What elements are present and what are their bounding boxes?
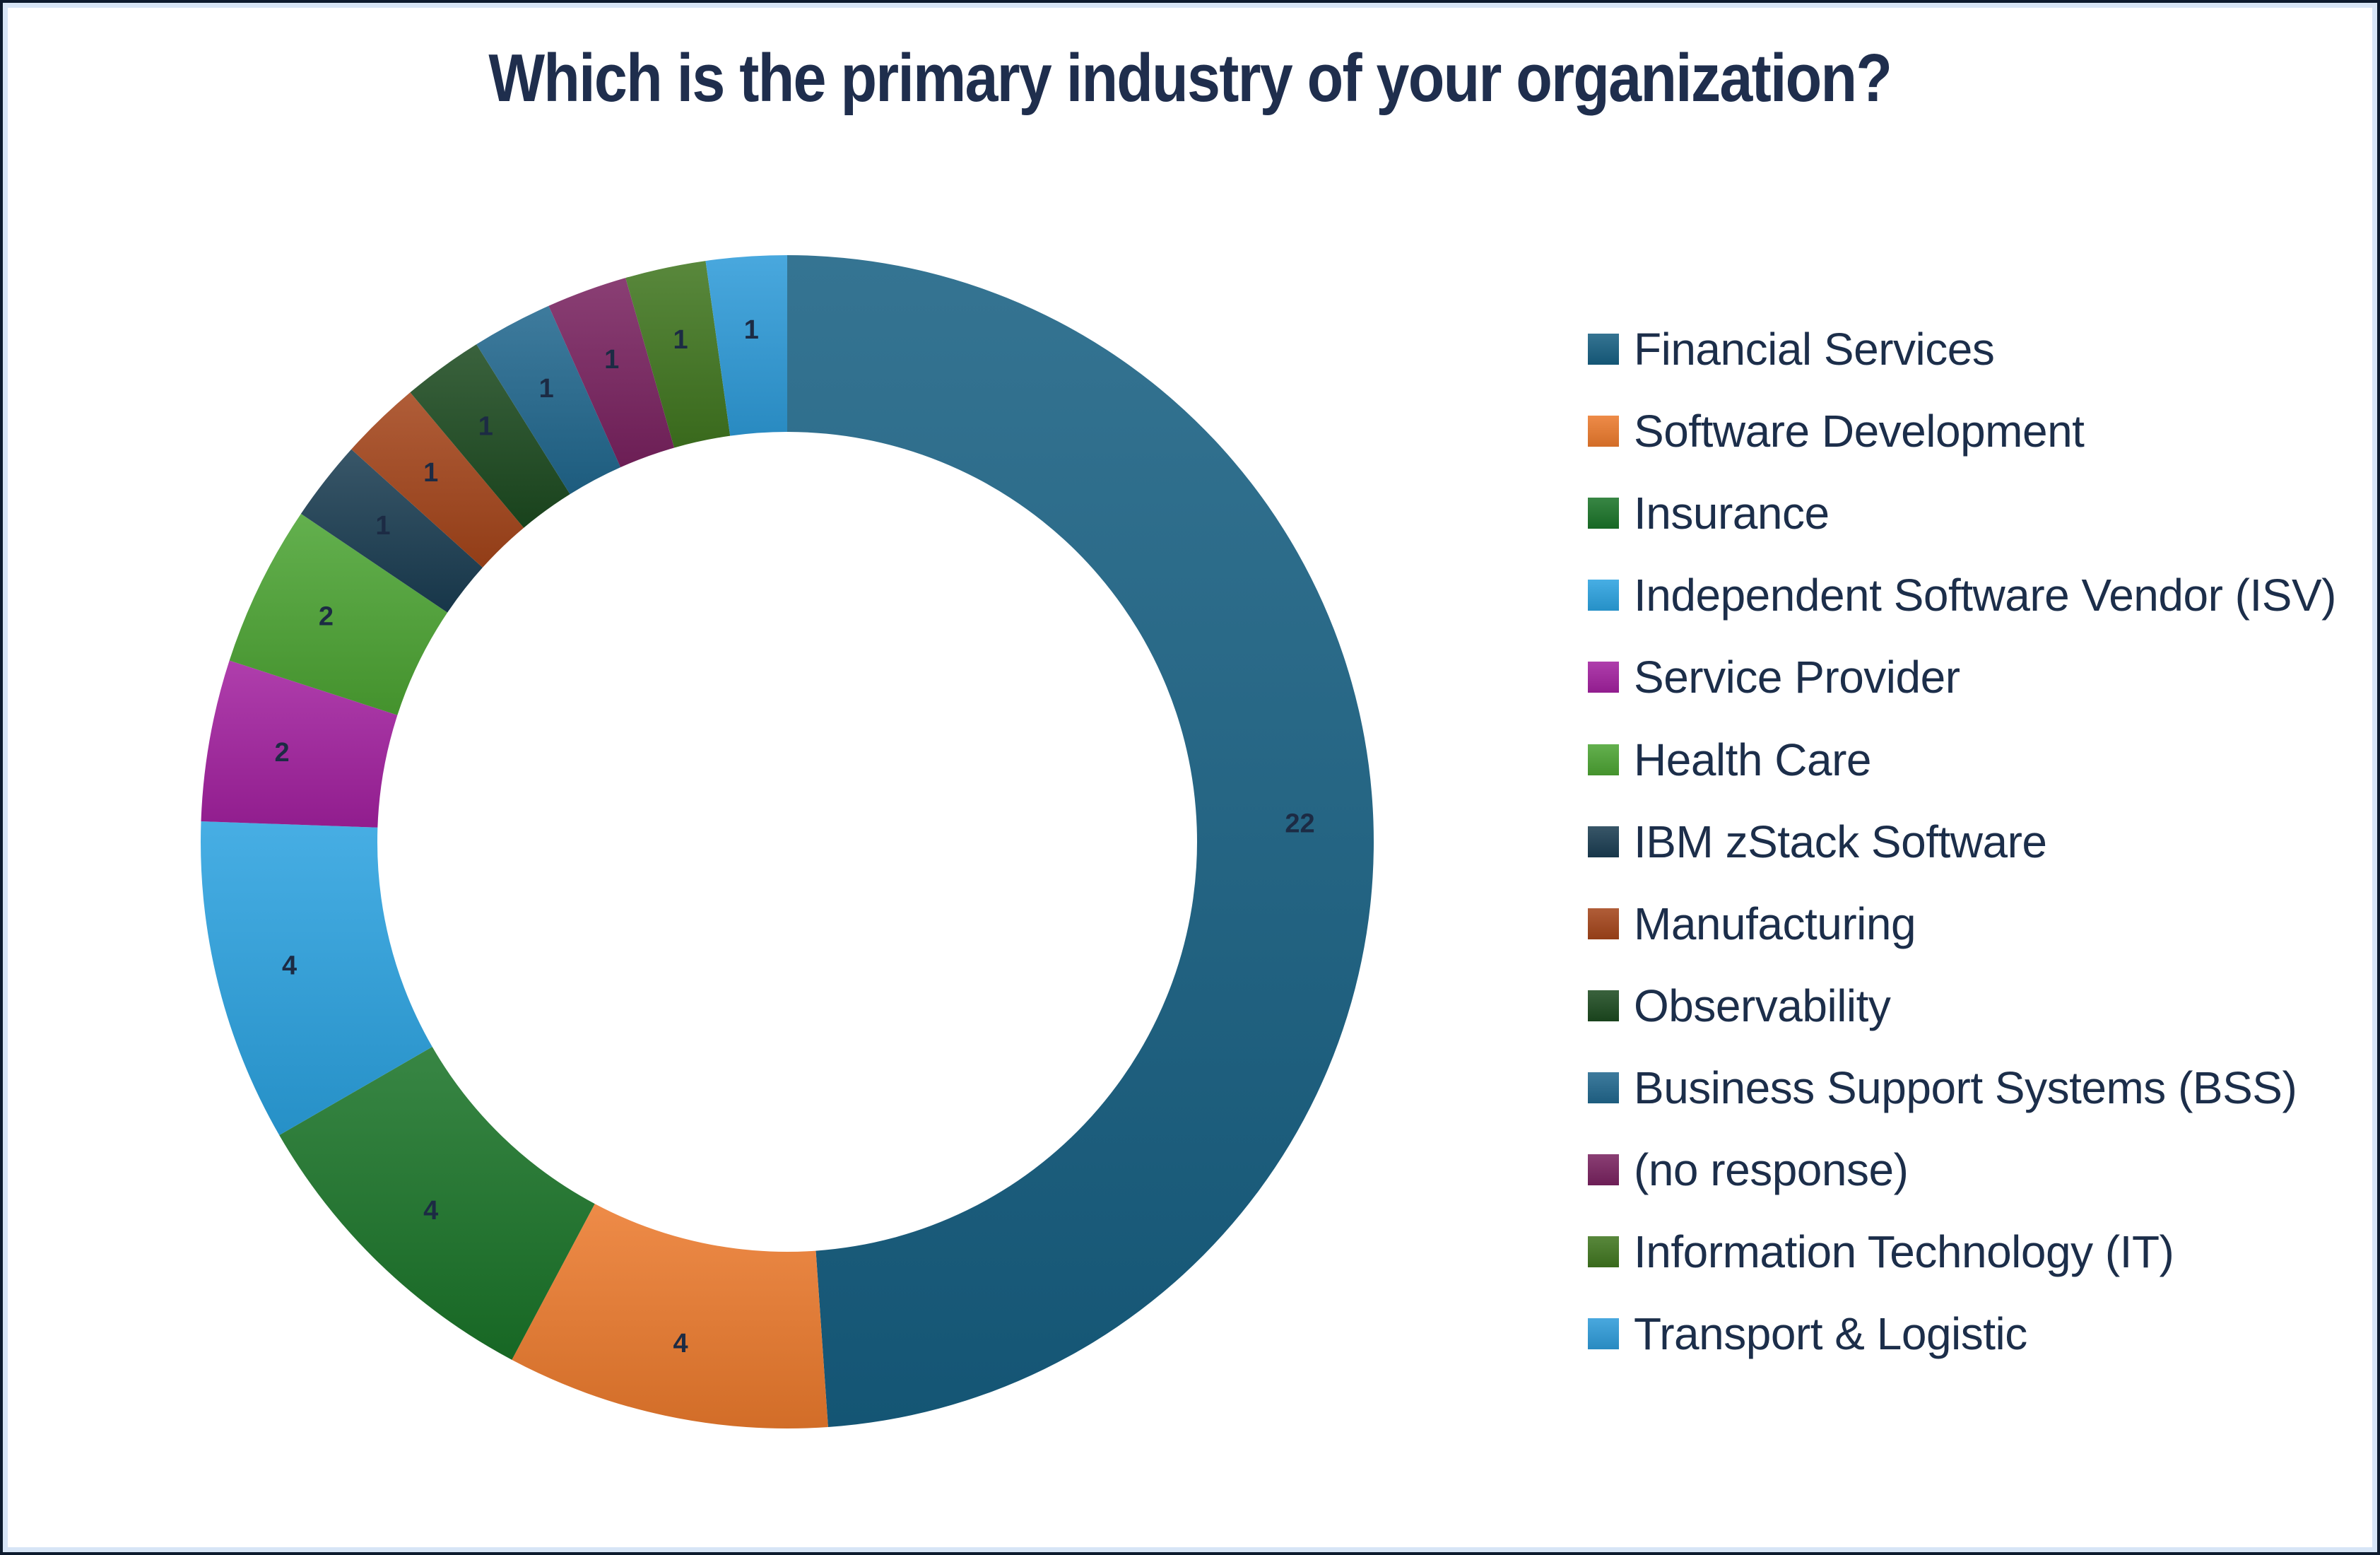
slice-financial-services [787,255,1374,1427]
legend-label-software-development: Software Development [1634,406,2085,457]
legend-swatch-independent-software-vendor-isv [1588,580,1619,611]
legend-label-ibm-zstack-software: IBM zStack Software [1634,816,2047,867]
legend-item-transport-logistic: Transport & Logistic [1588,1293,2336,1375]
slice-label-information-technology-it: 1 [673,325,688,355]
legend-swatch-observability [1588,990,1619,1021]
slice-health-care [229,513,448,715]
slice-label-no-response: 1 [604,345,619,375]
legend-swatch-manufacturing [1588,908,1619,939]
slice-label-manufacturing: 1 [423,458,438,488]
slice-software-development [512,1204,828,1428]
legend: Financial Services Software Development In… [1588,308,2336,1375]
slice-label-service-provider: 2 [274,738,289,768]
legend-swatch-insurance [1588,498,1619,529]
chart-title-text: Which is the primary industry of your or… [488,40,1893,116]
legend-item-manufacturing: Manufacturing [1588,883,2336,965]
slice-label-business-support-systems-bss: 1 [539,374,554,404]
legend-item-software-development: Software Development [1588,390,2336,472]
slice-label-financial-services: 22 [1285,809,1314,839]
chart-title: Which is the primary industry of your or… [3,40,2377,117]
legend-label-transport-logistic: Transport & Logistic [1634,1308,2027,1360]
legend-label-financial-services: Financial Services [1634,324,1995,375]
legend-label-insurance: Insurance [1634,488,1830,539]
legend-swatch-health-care [1588,744,1619,775]
legend-item-ibm-zstack-software: IBM zStack Software [1588,801,2336,883]
slice-observability [410,344,570,528]
slice-business-support-systems-bss [476,305,621,495]
slice-label-health-care: 2 [319,602,334,632]
legend-item-no-response: (no response) [1588,1129,2336,1211]
legend-swatch-ibm-zstack-software [1588,826,1619,857]
legend-label-information-technology-it: Information Technology (IT) [1634,1226,2174,1278]
slice-label-insurance: 4 [423,1196,438,1226]
legend-label-service-provider: Service Provider [1634,652,1960,703]
legend-swatch-transport-logistic [1588,1318,1619,1350]
slice-label-independent-software-vendor-isv: 4 [282,951,297,981]
legend-item-health-care: Health Care [1588,718,2336,800]
slice-ibm-zstack-software [300,449,483,613]
slice-no-response [548,278,675,468]
legend-label-no-response: (no response) [1634,1144,1909,1195]
legend-item-observability: Observability [1588,965,2336,1047]
slice-label-ibm-zstack-software: 1 [375,511,390,541]
slice-service-provider [201,660,398,828]
legend-swatch-information-technology-it [1588,1236,1619,1268]
legend-item-insurance: Insurance [1588,472,2336,554]
legend-item-independent-software-vendor-isv: Independent Software Vendor (ISV) [1588,554,2336,636]
legend-swatch-financial-services [1588,334,1619,365]
slice-label-observability: 1 [478,412,493,442]
legend-swatch-software-development [1588,416,1619,447]
legend-label-independent-software-vendor-isv: Independent Software Vendor (ISV) [1634,570,2336,621]
slice-independent-software-vendor-isv [201,821,432,1135]
legend-item-financial-services: Financial Services [1588,308,2336,390]
slice-manufacturing [351,392,524,568]
legend-item-information-technology-it: Information Technology (IT) [1588,1211,2336,1293]
legend-label-health-care: Health Care [1634,734,1872,785]
legend-item-service-provider: Service Provider [1588,636,2336,718]
slice-insurance [279,1047,595,1360]
legend-label-business-support-systems-bss: Business Support Systems (BSS) [1634,1062,2297,1113]
legend-item-business-support-systems-bss: Business Support Systems (BSS) [1588,1047,2336,1129]
slice-label-transport-logistic: 1 [744,315,759,345]
legend-swatch-business-support-systems-bss [1588,1072,1619,1103]
legend-swatch-no-response [1588,1154,1619,1185]
legend-label-manufacturing: Manufacturing [1634,898,1916,949]
slice-information-technology-it [625,261,731,448]
slice-transport-logistic [705,255,787,436]
legend-swatch-service-provider [1588,662,1619,693]
slice-label-software-development: 4 [673,1329,688,1359]
legend-label-observability: Observability [1634,980,1891,1031]
